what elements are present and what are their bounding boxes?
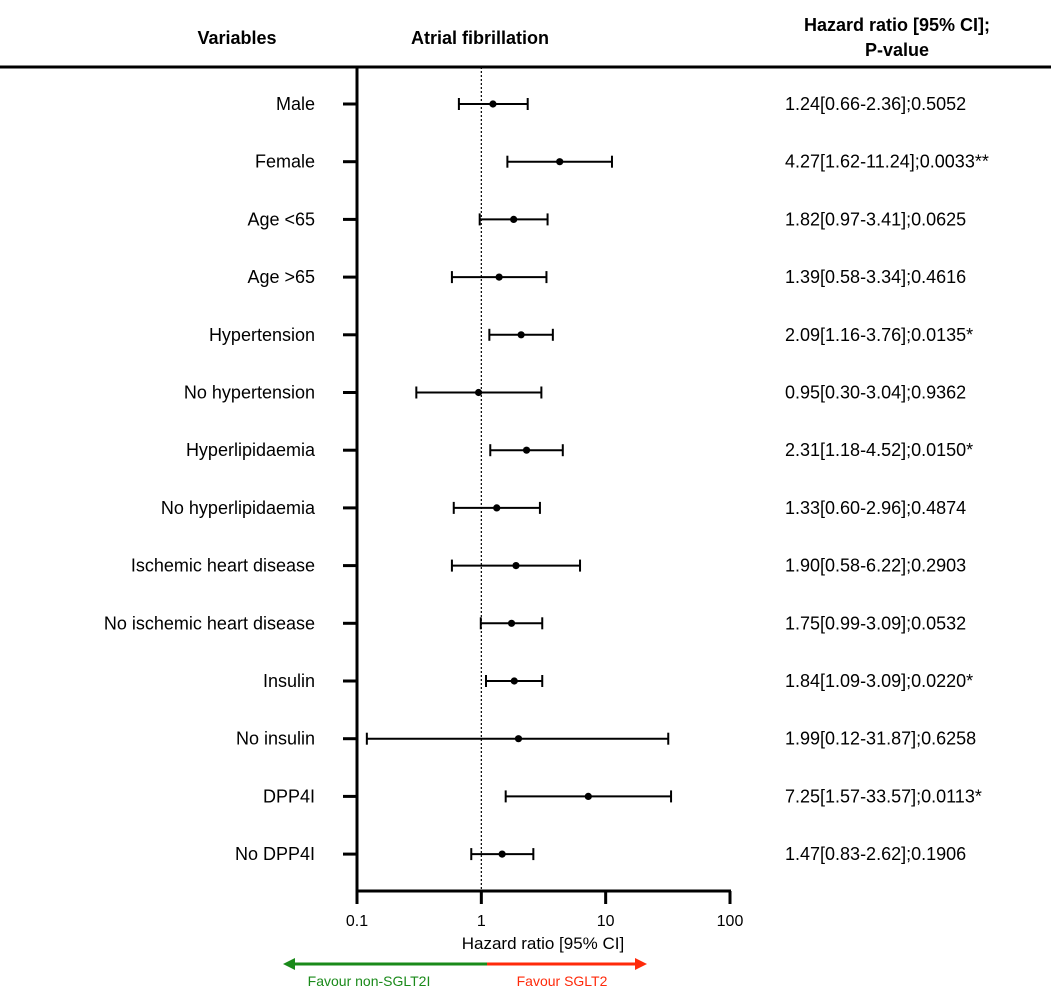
x-tick-label: 1	[477, 913, 486, 930]
row-label: No ischemic heart disease	[104, 613, 315, 633]
row-label: No hyperlipidaemia	[161, 498, 316, 518]
hr-point	[584, 792, 592, 801]
row-label: DPP4I	[263, 786, 315, 806]
row-label: No hypertension	[184, 383, 315, 403]
y-tick-layer	[343, 102, 357, 856]
row-hr-text: 1.84[1.09-3.09];0.0220*	[785, 671, 973, 691]
hr-point	[512, 562, 520, 570]
row-label: Hyperlipidaemia	[186, 440, 316, 460]
row-label: Male	[276, 94, 315, 114]
favour-right-label: Favour SGLT2	[517, 973, 608, 989]
row-hr-text: 1.90[0.58-6.22];0.2903	[785, 556, 966, 576]
header-hr-line1: Hazard ratio [95% CI];	[804, 15, 990, 35]
row-hr-text: 7.25[1.57-33.57];0.0113*	[785, 786, 982, 806]
row-layer: Male 1.24[0.66-2.36];0.5052 Female 4.27[1.6…	[104, 94, 989, 864]
hr-point	[510, 215, 518, 223]
row-label: No insulin	[236, 729, 315, 749]
favour-left-label: Favour non-SGLT2I	[308, 973, 431, 989]
hr-point	[498, 850, 506, 858]
row-hr-text: 1.82[0.97-3.41];0.0625	[785, 209, 966, 229]
header-hr-line2: P-value	[865, 40, 929, 60]
row-hr-text: 1.39[0.58-3.34];0.4616	[785, 267, 966, 287]
hr-point	[556, 158, 564, 166]
x-tick-label: 0.1	[346, 913, 368, 930]
hr-point	[517, 331, 525, 339]
hr-point	[493, 504, 501, 512]
hr-point	[522, 446, 531, 454]
hr-point	[489, 100, 497, 108]
row-hr-text: 1.75[0.99-3.09];0.0532	[785, 613, 966, 633]
row-label: Age >65	[247, 267, 315, 287]
x-axis-label: Hazard ratio [95% CI]	[462, 934, 625, 953]
row-label: Age <65	[247, 209, 315, 229]
hr-point	[507, 619, 516, 627]
row-hr-text: 4.27[1.62-11.24];0.0033**	[785, 152, 989, 172]
row-hr-text: 2.31[1.18-4.52];0.0150*	[785, 440, 973, 460]
row-hr-text: 1.47[0.83-2.62];0.1906	[785, 844, 966, 864]
hr-point	[474, 388, 483, 397]
row-label: Female	[255, 152, 315, 172]
hr-point	[495, 273, 503, 281]
row-label: No DPP4I	[235, 844, 315, 864]
row-hr-text: 1.33[0.60-2.96];0.4874	[785, 498, 966, 518]
hr-point	[510, 677, 518, 685]
row-label: Insulin	[263, 671, 315, 691]
hr-point	[514, 735, 523, 743]
row-hr-text: 2.09[1.16-3.76];0.0135*	[785, 325, 973, 345]
x-tick-label: 100	[717, 913, 744, 930]
header-variables: Variables	[197, 28, 276, 48]
row-label: Ischemic heart disease	[131, 556, 315, 576]
header-outcome: Atrial fibrillation	[411, 28, 549, 48]
x-tick-label: 10	[597, 913, 615, 930]
row-hr-text: 0.95[0.30-3.04];0.9362	[785, 383, 966, 403]
x-tick-layer: 0.1 1 10 100	[346, 891, 744, 930]
row-hr-text: 1.99[0.12-31.87];0.6258	[785, 729, 976, 749]
row-label: Hypertension	[209, 325, 315, 345]
row-hr-text: 1.24[0.66-2.36];0.5052	[785, 94, 966, 114]
